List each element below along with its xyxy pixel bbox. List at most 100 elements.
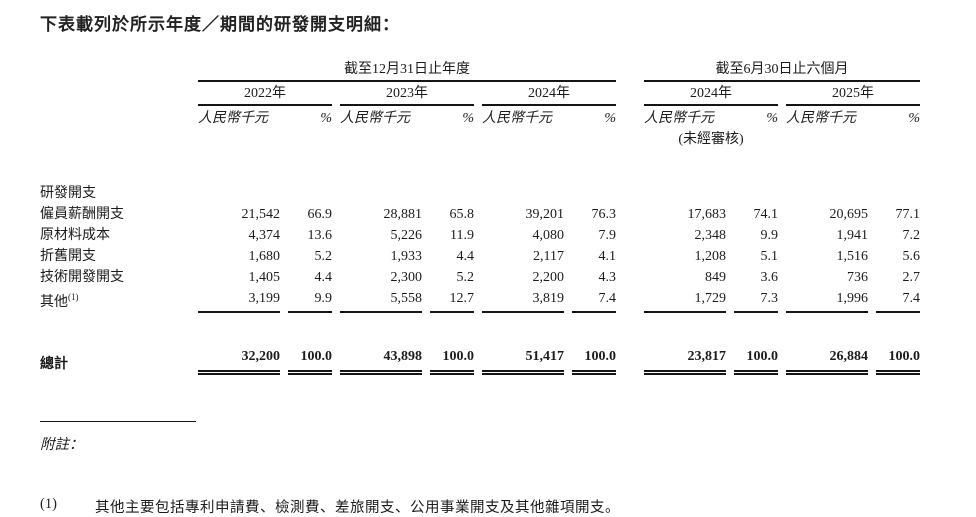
empty-cell [482,129,616,150]
cell-amount: 3,199 [198,288,280,313]
percent-label: % [766,111,778,126]
cell-percent: 65.8 [449,207,475,222]
page-title: 下表載列於所示年度／期間的研發開支明細： [40,15,400,34]
cell-amount: 39,201 [525,207,565,222]
cell-percent: 100.0 [430,340,474,375]
row-label: 技術開發開支 [40,270,124,285]
spacer-row [40,150,920,183]
cell-amount: 1,933 [390,249,423,264]
section-header: 研發開支 [40,186,96,201]
row-label: 其他(1) [40,292,79,311]
table-row-depreciation: 折舊開支 1,680 5.2 1,933 4.4 2,117 4.1 1,208… [40,246,920,267]
cell-percent: 4.4 [456,249,475,264]
cell-percent: 11.9 [450,228,474,243]
cell-amount: 17,683 [687,207,727,222]
unit-label: 人民幣千元 [482,111,552,126]
section-header-row: 研發開支 [40,183,920,204]
group-header-row: 截至12月31日止年度 截至6月30日止六個月 [40,59,920,82]
cell-percent: 7.9 [598,228,617,243]
total-label: 總計 [40,357,68,372]
cell-amount: 2,200 [532,270,565,285]
cell-percent: 7.4 [572,288,616,313]
year-header-2023: 2023年 [340,82,474,106]
total-row: 總計 32,200 100.0 43,898 100.0 51,417 100.… [40,340,920,375]
year-header-2024-interim: 2024年 [644,82,778,106]
cell-amount: 2,117 [533,249,564,264]
cell-percent: 4.3 [598,270,617,285]
cell-percent: 9.9 [760,228,779,243]
column-gap [624,204,636,225]
column-gap [624,246,636,267]
note-item: (1) 其他主要包括專利申請費、檢測費、差旅開支、公用事業開支及其他雜項開支。 [40,496,946,517]
row-label: 原材料成本 [40,228,110,243]
cell-amount: 849 [705,270,726,285]
row-label: 僱員薪酬開支 [40,207,124,222]
col-group-annual: 截至12月31日止年度 [198,59,616,82]
percent-label: % [462,111,474,126]
cell-percent: 7.2 [902,228,921,243]
unit-label: 人民幣千元 [340,111,410,126]
column-gap [624,82,636,106]
year-header-2024: 2024年 [482,82,616,106]
cell-amount: 736 [847,270,868,285]
unit-header-row: 人民幣千元 % 人民幣千元 % 人民幣千元 % 人民幣千元 % 人民幣千元 % [40,106,920,129]
column-gap [624,225,636,246]
cell-amount: 1,941 [836,228,869,243]
cell-percent: 2.7 [902,270,921,285]
cell-percent: 100.0 [572,340,616,375]
notes-divider [40,421,196,422]
cell-percent: 4.1 [598,249,617,264]
empty-cell [340,129,474,150]
column-gap [624,106,636,129]
empty-cell [198,129,332,150]
cell-amount: 4,374 [248,228,281,243]
column-gap [624,340,636,375]
notes-heading: 附註： [40,437,84,453]
row-label: 折舊開支 [40,249,96,264]
percent-label: % [908,111,920,126]
cell-amount: 1,405 [248,270,281,285]
cell-amount: 28,881 [383,207,423,222]
unaudited-row: (未經審核) [40,129,920,150]
cell-amount: 5,226 [390,228,423,243]
cell-amount: 4,080 [532,228,565,243]
cell-amount: 26,884 [786,340,868,375]
cell-amount: 23,817 [644,340,726,375]
unit-label: 人民幣千元 [198,111,268,126]
cell-percent: 100.0 [734,340,778,375]
cell-amount: 2,348 [694,228,727,243]
cell-amount: 32,200 [198,340,280,375]
spacer-row [40,313,920,340]
table-row-employee-remuneration: 僱員薪酬開支 21,542 66.9 28,881 65.8 39,201 76… [40,204,920,225]
cell-amount: 3,819 [482,288,564,313]
unit-label: 人民幣千元 [786,111,856,126]
cell-percent: 7.3 [734,288,778,313]
empty-cell [198,183,920,204]
cell-percent: 9.9 [288,288,332,313]
cell-amount: 43,898 [340,340,422,375]
cell-percent: 5.6 [902,249,921,264]
cell-amount: 2,300 [390,270,423,285]
cell-amount: 21,542 [241,207,281,222]
unaudited-label: (未經審核) [678,132,744,147]
cell-percent: 5.1 [760,249,779,264]
cell-percent: 5.2 [314,249,333,264]
cell-percent: 100.0 [876,340,920,375]
year-header-2022: 2022年 [198,82,332,106]
year-header-2025-interim: 2025年 [786,82,920,106]
cell-amount: 1,516 [836,249,869,264]
table-row-others: 其他(1) 3,199 9.9 5,558 12.7 3,819 7.4 1,7… [40,288,920,313]
cell-percent: 74.1 [753,207,779,222]
empty-cell [786,129,920,150]
rnd-expense-table: 截至12月31日止年度 截至6月30日止六個月 2022年 2023年 2024… [32,59,928,375]
cell-percent: 13.6 [307,228,333,243]
cell-amount: 1,996 [786,288,868,313]
cell-percent: 4.4 [314,270,333,285]
cell-percent: 77.1 [895,207,921,222]
cell-amount: 1,729 [644,288,726,313]
percent-label: % [320,111,332,126]
cell-percent: 7.4 [876,288,920,313]
unit-label: 人民幣千元 [644,111,714,126]
cell-percent: 66.9 [307,207,333,222]
year-header-row: 2022年 2023年 2024年 2024年 2025年 [40,82,920,106]
